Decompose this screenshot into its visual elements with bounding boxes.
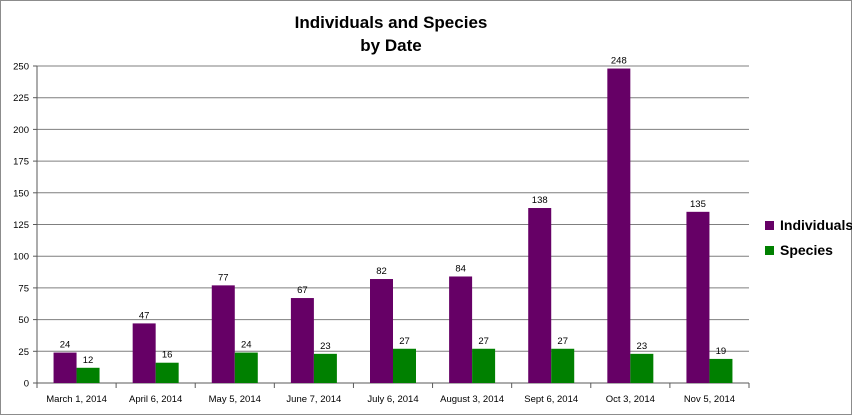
y-tick-label: 0	[24, 379, 29, 390]
bar-species	[472, 348, 496, 383]
bar-individuals	[370, 279, 393, 383]
chart-title-line1: Individuals and Species	[294, 13, 488, 32]
data-label: 24	[241, 340, 252, 351]
x-tick-label: Oct 3, 2014	[606, 394, 655, 405]
chart-title: Individuals and Species by Date	[1, 11, 781, 57]
y-tick-label: 225	[13, 93, 29, 104]
legend-item-species: Species	[765, 239, 852, 261]
legend-swatch-individuals	[765, 220, 774, 230]
y-tick-label: 150	[13, 188, 29, 199]
bar-individuals	[53, 352, 77, 383]
legend: Individuals Species	[765, 214, 852, 264]
x-tick-label: Nov 5, 2014	[684, 394, 735, 405]
legend-label-species: Species	[780, 242, 833, 258]
x-tick-label: Sept 6, 2014	[524, 394, 578, 405]
bar-individuals	[528, 208, 552, 383]
data-label: 135	[690, 199, 706, 210]
data-label: 27	[557, 336, 568, 347]
y-tick-label: 25	[18, 347, 29, 358]
chart-title-line2: by Date	[360, 36, 422, 55]
y-tick-label: 200	[13, 125, 29, 136]
y-tick-label: 250	[13, 62, 29, 73]
data-label: 47	[139, 310, 150, 321]
data-label: 138	[532, 195, 548, 206]
data-label: 84	[455, 263, 466, 274]
bar-species	[313, 353, 337, 383]
legend-label-individuals: Individuals	[780, 217, 852, 233]
data-label: 77	[218, 272, 229, 283]
bar-species	[551, 348, 575, 383]
y-tick-label: 50	[18, 315, 29, 326]
x-tick-label: April 6, 2014	[129, 394, 182, 405]
x-tick-label: July 6, 2014	[367, 394, 418, 405]
bar-individuals	[607, 68, 631, 383]
bar-individuals	[132, 323, 156, 383]
bar-species	[155, 362, 179, 383]
data-label: 27	[399, 336, 410, 347]
x-tick-label: May 5, 2014	[209, 394, 261, 405]
bar-individuals	[290, 298, 314, 383]
data-label: 16	[162, 350, 173, 361]
y-tick-label: 100	[13, 252, 29, 263]
legend-swatch-species	[765, 245, 774, 255]
bar-species	[234, 352, 258, 383]
bar-species	[393, 348, 416, 383]
data-label: 67	[297, 285, 308, 296]
data-label: 27	[478, 336, 489, 347]
y-tick-label: 125	[13, 220, 29, 231]
bar-individuals	[211, 285, 235, 383]
data-label: 24	[60, 340, 71, 351]
data-label: 23	[320, 341, 331, 352]
y-tick-label: 175	[13, 157, 29, 168]
bar-individuals	[449, 276, 473, 383]
data-label: 19	[716, 346, 727, 357]
y-tick-label: 75	[18, 283, 29, 294]
x-tick-label: June 7, 2014	[286, 394, 341, 405]
bar-individuals	[686, 211, 710, 383]
legend-item-individuals: Individuals	[765, 214, 852, 236]
data-label: 82	[376, 266, 387, 277]
data-label: 23	[637, 341, 648, 352]
bar-species	[76, 367, 100, 383]
x-tick-label: August 3, 2014	[440, 394, 504, 405]
bar-species	[709, 358, 733, 383]
data-label: 12	[83, 355, 94, 366]
x-tick-label: March 1, 2014	[46, 394, 107, 405]
bar-species	[630, 353, 654, 383]
data-label: 248	[611, 56, 627, 67]
